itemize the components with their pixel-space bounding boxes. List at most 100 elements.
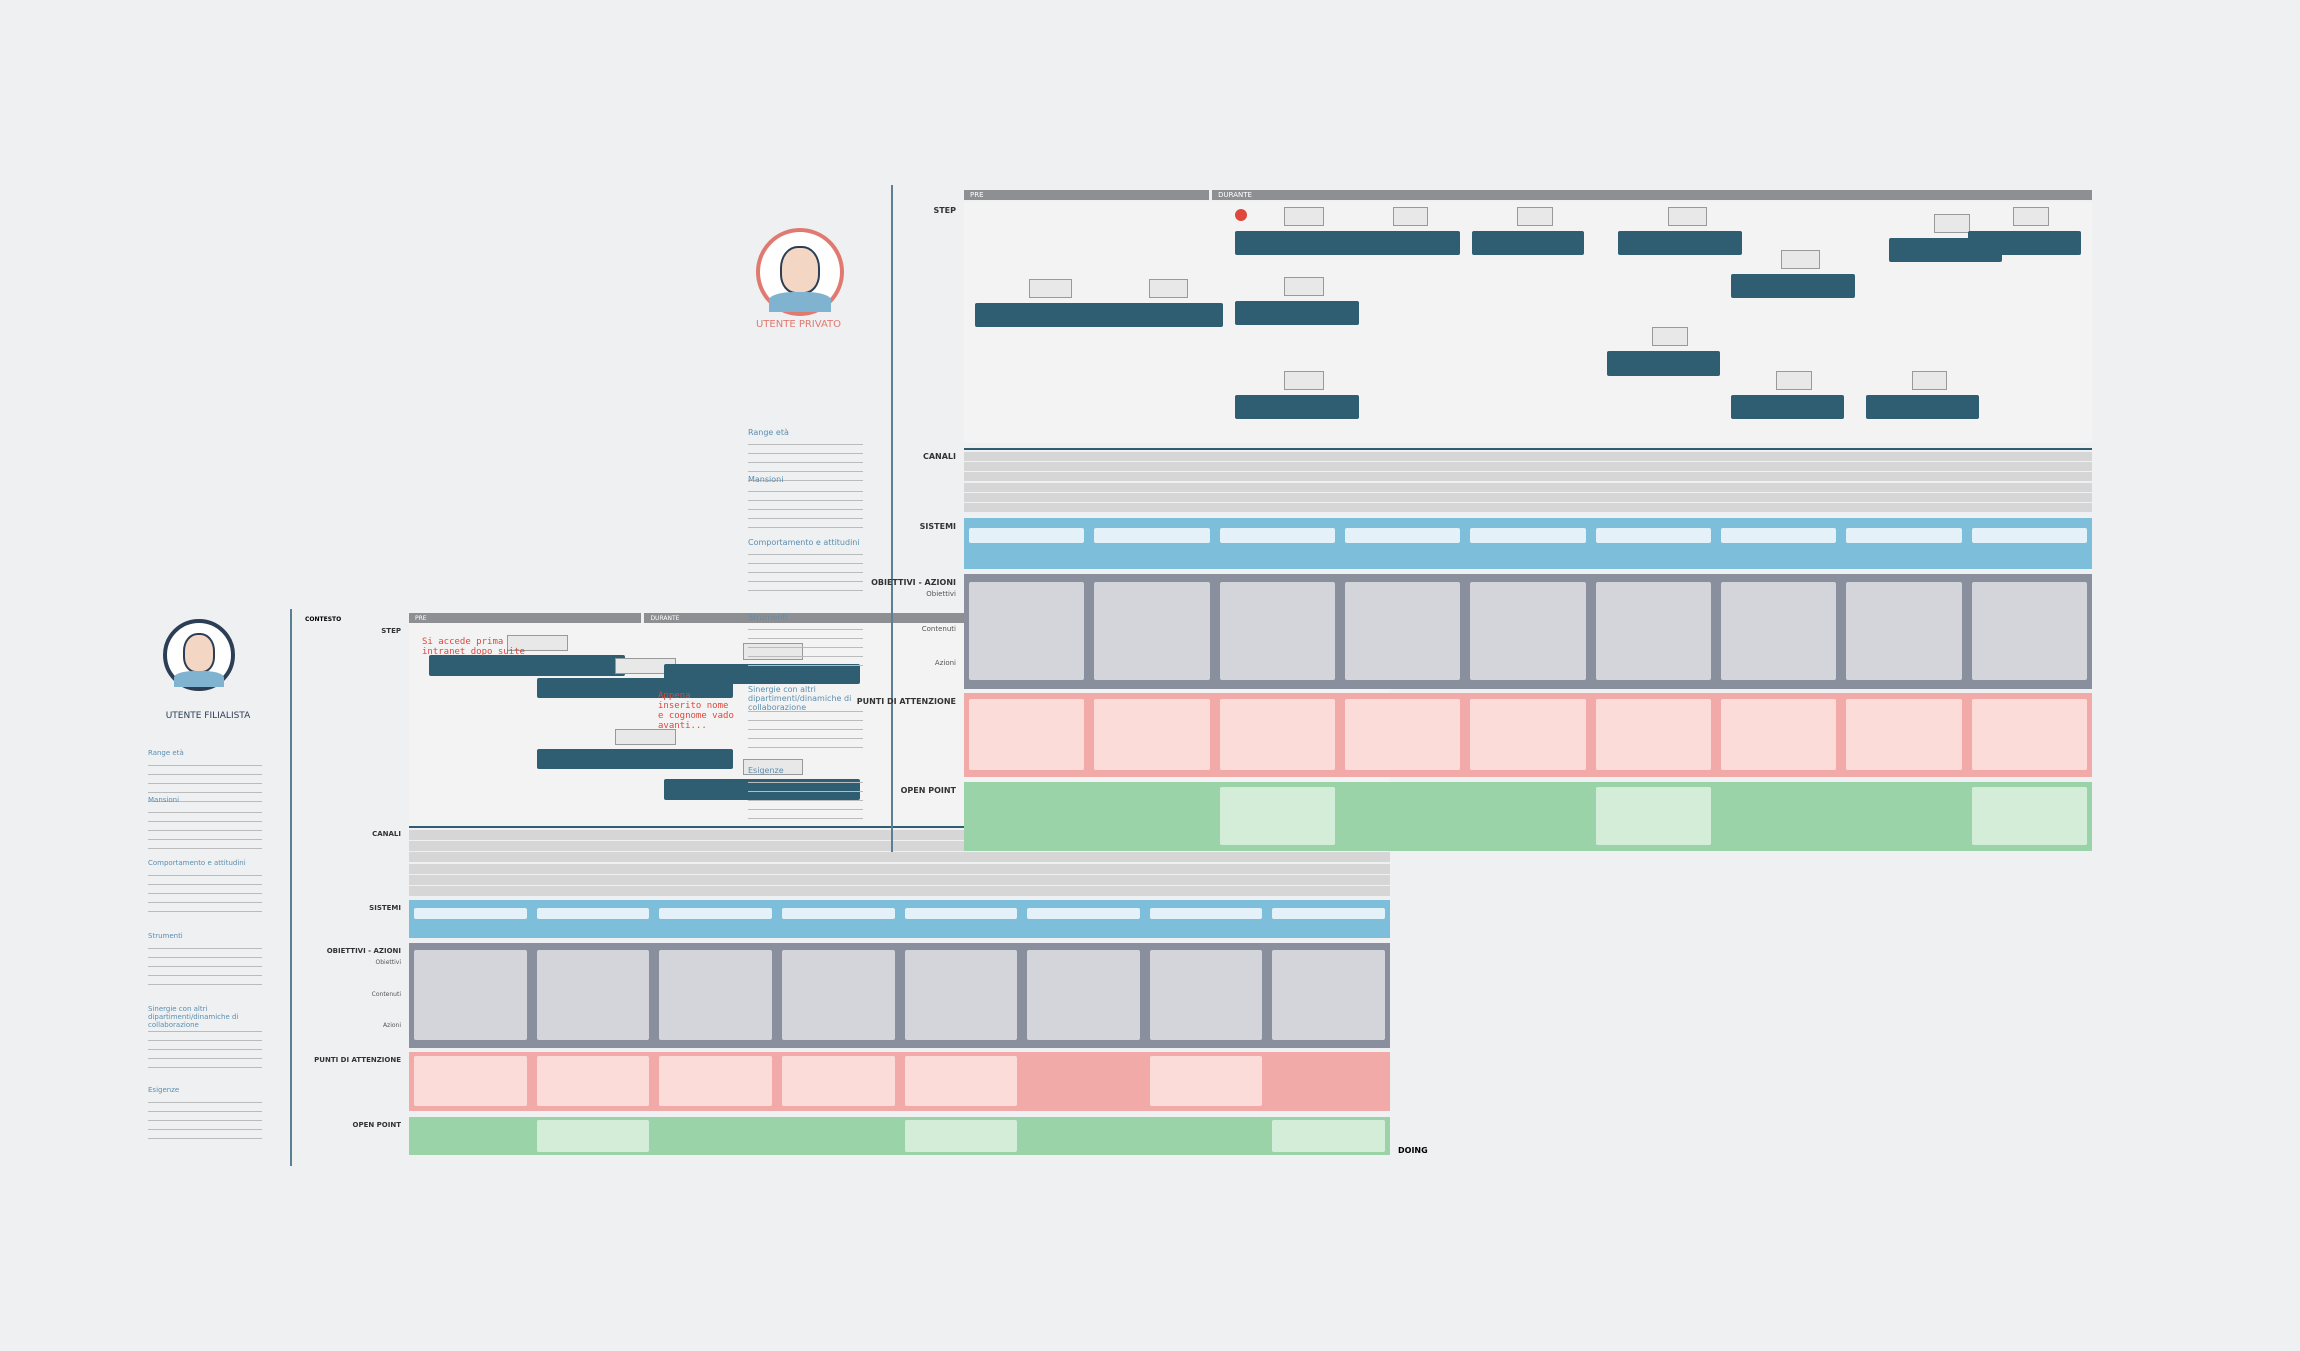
profile-line (748, 527, 863, 528)
lane-label: STEP (381, 627, 401, 635)
sistemi-card (1219, 528, 1335, 544)
wireframe (1284, 276, 1324, 296)
profile-heading: Comportamento e attitudini (748, 538, 860, 547)
obiettivi-card (1149, 950, 1263, 1040)
step-card (1099, 303, 1224, 328)
step-card (1866, 394, 1980, 419)
profile-line (748, 729, 863, 730)
punti-card (1971, 698, 2087, 771)
channel-row (409, 874, 1390, 885)
punti-card (536, 1056, 650, 1107)
punti-card (1721, 698, 1837, 771)
step-card (664, 779, 861, 800)
profile-line (148, 957, 262, 958)
profile-line (148, 1120, 262, 1121)
step-card (1606, 351, 1720, 376)
profile-line (748, 500, 863, 501)
profile-line (748, 480, 863, 481)
open-card (536, 1119, 650, 1152)
sistemi-card (1149, 907, 1263, 919)
obiettivi-card (1470, 582, 1586, 680)
profile-line (148, 911, 262, 912)
profile-heading: Range età (748, 428, 789, 437)
obiettivi-card (414, 950, 527, 1040)
profile-heading: Comportamento e attitudini (148, 859, 246, 867)
sistemi-lane (964, 518, 2092, 569)
profile-line (148, 1049, 262, 1050)
phase-label: PRE (970, 191, 984, 199)
persona-name: UTENTE FILIALISTA (165, 711, 251, 721)
sistemi-card (1027, 907, 1140, 919)
sistemi-card (1846, 528, 1962, 544)
punti-card (781, 1056, 895, 1107)
profile-line (148, 1031, 262, 1032)
obiettivi-card (1219, 582, 1335, 680)
wireframe (1911, 370, 1948, 390)
obiettivi-card (1345, 582, 1461, 680)
sistemi-card (781, 907, 895, 919)
obiettivi-card (969, 582, 1085, 680)
wireframe (615, 728, 676, 745)
note: Appena inserito nome e cognome vado avan… (658, 691, 734, 731)
wireframe (1148, 279, 1189, 298)
punti-card (1345, 698, 1461, 771)
sistemi-card (1721, 528, 1837, 544)
profile-line (148, 1129, 262, 1130)
open-card (904, 1119, 1018, 1152)
profile-line (148, 765, 262, 766)
sistemi-lane (409, 900, 1390, 938)
profile-heading: Strumenti (148, 932, 183, 940)
step-card (975, 303, 1111, 328)
profile-line (748, 656, 863, 657)
punti-card (414, 1056, 527, 1107)
profile-line (148, 848, 262, 849)
wireframe (2013, 206, 2049, 226)
phase-label: DURANTE (650, 615, 680, 622)
profile-heading: Mansioni (148, 796, 180, 804)
logo: DOING (1398, 1146, 1428, 1155)
persona-name: UTENTE PRIVATO (755, 319, 841, 330)
profile-line (748, 581, 863, 582)
wireframe (1029, 279, 1073, 298)
channel-row (964, 482, 2092, 492)
divider (290, 609, 292, 1166)
profile-line (748, 491, 863, 492)
step-card (1618, 230, 1743, 255)
channel-row (964, 472, 2092, 482)
punti-card (659, 1056, 772, 1107)
channel-row (964, 462, 2092, 472)
wireframe (1284, 206, 1324, 226)
sistemi-card (904, 907, 1018, 919)
open-card (1272, 1119, 1385, 1152)
wireframe (1516, 206, 1553, 226)
obiettivi-card (904, 950, 1018, 1040)
step-card (1731, 394, 1844, 419)
profile-line (748, 647, 863, 648)
punti-card (1595, 698, 1711, 771)
obiettivi-card (1846, 582, 1962, 680)
profile-line (148, 948, 262, 949)
wireframe (1780, 250, 1820, 270)
sistemi-card (1345, 528, 1461, 544)
phase-header: PRE (964, 190, 1210, 200)
obiettivi-card (1272, 950, 1385, 1040)
sub-label: Azioni (382, 1022, 401, 1029)
profile-line (748, 782, 863, 783)
profile-line (748, 818, 863, 819)
step-card (1471, 230, 1585, 255)
start-dot (1234, 209, 1247, 222)
sistemi-card (659, 907, 772, 919)
lane-label: OBIETTIVI - AZIONI (871, 578, 956, 587)
profile-line (148, 839, 262, 840)
obiettivi-card (536, 950, 650, 1040)
profile-line (748, 711, 863, 712)
phase-label: DURANTE (1218, 191, 1252, 199)
profile-line (148, 1058, 262, 1059)
profile-line (748, 509, 863, 510)
profile-heading: Sinergie con altri dipartimenti/dinamich… (148, 1005, 239, 1029)
lane-label: PUNTI DI ATTENZIONE (856, 697, 956, 706)
profile-line (748, 809, 863, 810)
punti-card (1094, 698, 1210, 771)
channel-row (409, 841, 1390, 852)
lane-label: STEP (933, 206, 956, 215)
